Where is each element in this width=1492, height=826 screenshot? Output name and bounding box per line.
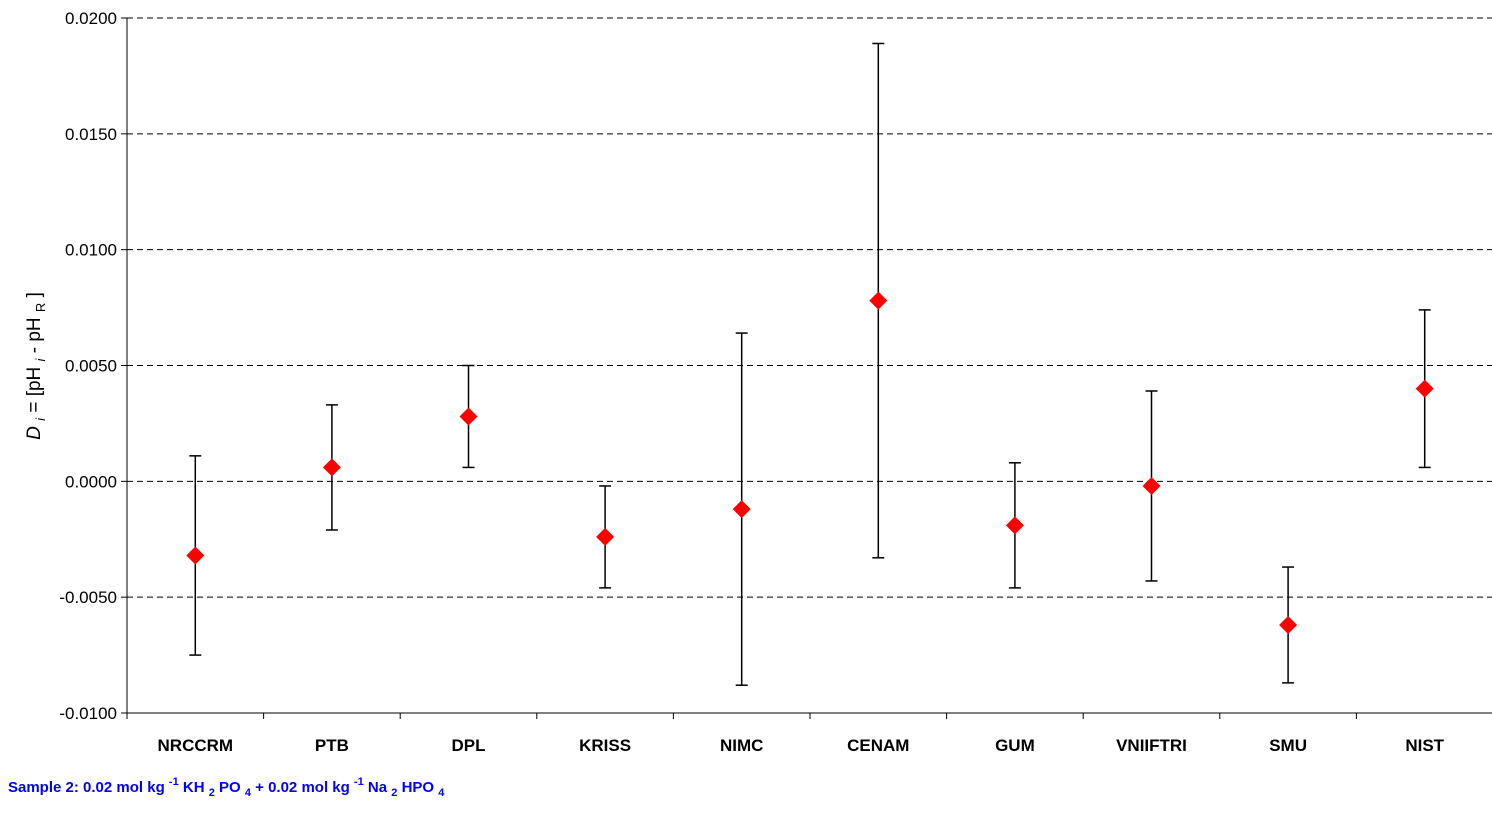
caption-part-4: + 0.02 mol kg <box>255 779 350 796</box>
ylabel-sub-r: R <box>33 303 48 312</box>
data-point-diamond <box>186 546 205 565</box>
caption-sub-4: 4 <box>438 787 445 799</box>
caption-part-1: Sample 2: 0.02 mol kg <box>8 779 165 796</box>
data-point-diamond <box>732 500 751 519</box>
y-tick-label: 0.0100 <box>65 241 117 260</box>
y-tick-label: 0.0000 <box>65 472 117 491</box>
x-tick-label: NIMC <box>720 736 763 755</box>
y-axis-title: D i = [pH i - pH R ] <box>24 292 50 440</box>
caption-sup-1: -1 <box>169 776 179 788</box>
ylabel-d: D <box>24 426 45 440</box>
x-tick-label: NIST <box>1405 736 1444 755</box>
data-point-diamond <box>1142 476 1161 495</box>
data-point-diamond <box>1415 379 1434 398</box>
x-tick-label: GUM <box>995 736 1035 755</box>
y-tick-label: 0.0200 <box>65 9 117 28</box>
x-tick-label: SMU <box>1269 736 1307 755</box>
x-tick-label: KRISS <box>579 736 631 755</box>
y-tick-label: -0.0100 <box>59 704 117 723</box>
y-tick-label: -0.0050 <box>59 588 117 607</box>
caption-part-3: PO <box>219 779 241 796</box>
x-tick-label: VNIIFTRI <box>1116 736 1187 755</box>
x-ticks: NRCCRM PTB DPL KRISS NIMC CENAM GUM VNIIFTRI SMU… <box>126 713 1445 755</box>
y-ticks: -0.0100 -0.0050 0.0000 0.0050 0.0100 0.0150 0.… <box>59 9 127 723</box>
y-tick-label: 0.0050 <box>65 357 117 376</box>
x-tick-label: CENAM <box>847 736 909 755</box>
caption-sup-2: -1 <box>354 776 364 788</box>
y-tick-label: 0.0150 <box>65 125 117 144</box>
ylabel-sub-i: i <box>33 417 48 421</box>
ylabel-sub-i2: i <box>33 357 48 361</box>
gridlines <box>127 17 1492 598</box>
error-bars <box>189 42 1431 686</box>
caption-part-6: HPO <box>402 779 435 796</box>
data-point-diamond <box>1005 516 1024 535</box>
x-tick-label: PTB <box>315 736 349 755</box>
data-point-diamond <box>596 527 615 546</box>
caption-part-2: KH <box>183 779 205 796</box>
caption-sub-2: 4 <box>245 787 252 799</box>
ylabel-close: ] <box>24 292 45 297</box>
data-point-diamond <box>869 291 888 310</box>
x-tick-label: DPL <box>452 736 486 755</box>
data-point-diamond <box>322 458 341 477</box>
data-point-diamond <box>1279 615 1298 634</box>
ylabel-eq: = [pH <box>24 367 45 413</box>
caption-sub-3: 2 <box>391 787 397 799</box>
x-tick-label: NRCCRM <box>158 736 234 755</box>
data-point-diamond <box>459 407 478 426</box>
ylabel-mid: - pH <box>24 317 45 353</box>
sample-caption: Sample 2: 0.02 mol kg -1 KH 2 PO 4 + 0.0… <box>8 772 445 800</box>
data-points <box>186 291 1434 634</box>
caption-part-5: Na <box>368 779 388 796</box>
caption-sub-1: 2 <box>209 787 215 799</box>
